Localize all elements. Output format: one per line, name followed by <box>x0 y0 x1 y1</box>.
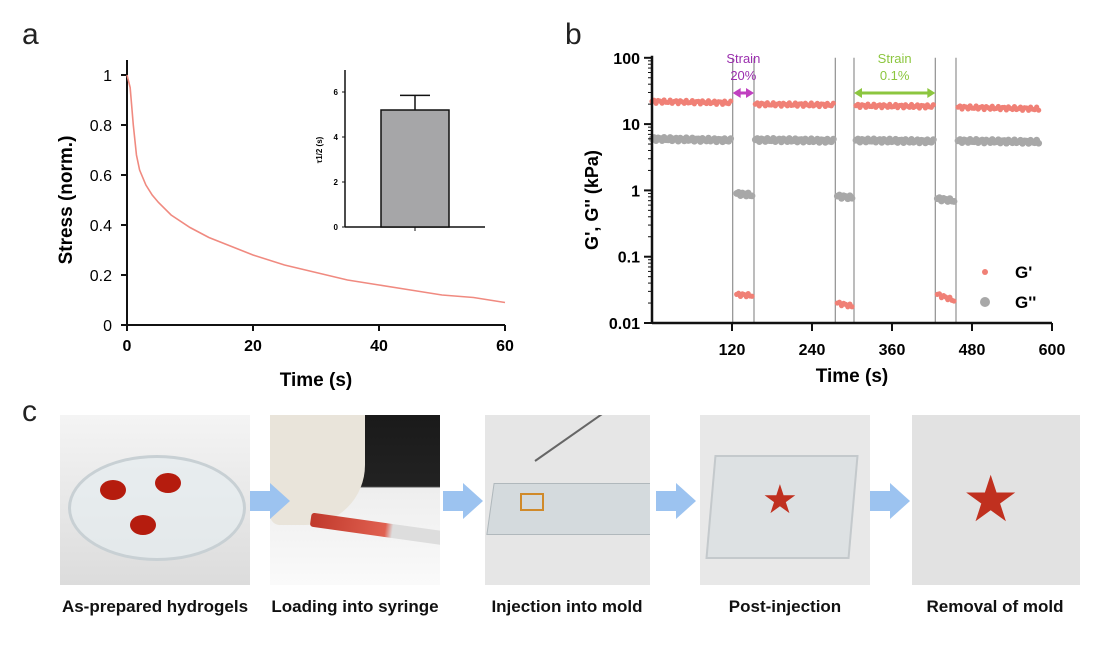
x-tick-label: 60 <box>496 338 514 355</box>
panel-label-c: c <box>22 395 37 428</box>
g-prime-point <box>849 304 855 310</box>
strain-annotation-label: Strain <box>726 51 760 66</box>
g-double-prime-point <box>950 198 958 205</box>
strain-annotation-value: 0.1% <box>880 68 910 83</box>
caption-step-4: Post-injection <box>728 597 842 616</box>
x-tick-label: 120 <box>719 342 746 359</box>
x-axis-title: Time (s) <box>816 366 889 387</box>
y-tick-label: 0.2 <box>90 268 112 285</box>
caption-step-2: Loading into syringe <box>271 597 439 616</box>
caption-step-3: Injection into mold <box>491 597 643 616</box>
g-double-prime-point <box>748 192 756 200</box>
y-tick-label: 0.1 <box>618 250 640 267</box>
y-tick-label: 1 <box>631 183 640 200</box>
g-double-prime-point <box>848 194 856 202</box>
y-tick-label: 0.8 <box>90 118 112 135</box>
g-prime-point <box>749 293 755 299</box>
strain-annotation-value: 20% <box>730 68 756 83</box>
y-axis-title: G', G'' (kPa) <box>582 150 602 250</box>
photo-post-injection: ★ <box>700 415 870 585</box>
g-prime-point <box>951 298 957 304</box>
panel-label-b: b <box>565 18 582 51</box>
x-tick-label: 20 <box>244 338 262 355</box>
g-double-prime-point <box>929 136 937 144</box>
x-tick-label: 360 <box>879 342 906 359</box>
x-tick-label: 240 <box>799 342 826 359</box>
photo-loading-into-syringe <box>270 415 440 585</box>
modulus-chart: 0.01 0.1 1 10 100 120 240 360 480 600 Time (s) G', … <box>582 51 1066 387</box>
x-tick-label: 40 <box>370 338 388 355</box>
legend-label-g-prime: G' <box>1015 263 1032 282</box>
y-tick-label: 1 <box>103 68 112 85</box>
g-prime-point <box>930 102 936 108</box>
y-axis-title: Stress (norm.) <box>56 136 77 265</box>
x-tick-label: 0 <box>123 338 132 355</box>
arrowhead-left-icon <box>854 88 862 98</box>
panel-label-a: a <box>22 18 39 51</box>
stress-curve <box>126 74 506 304</box>
y-tick-label: 0.01 <box>609 316 640 333</box>
inset-y-tick-label: 2 <box>334 178 339 187</box>
arrowhead-right-icon <box>746 88 754 98</box>
strain-annotation-label: Strain <box>878 51 912 66</box>
x-tick-label: 600 <box>1039 342 1066 359</box>
arrowhead-right-icon <box>927 88 936 98</box>
y-tick-label: 100 <box>613 51 640 68</box>
g-prime-point <box>830 100 836 106</box>
y-tick-label: 0 <box>103 318 112 335</box>
photo-removal-of-mold: ★ <box>912 415 1080 585</box>
legend-marker-g-double-prime <box>980 297 990 307</box>
legend-label-g-double-prime: G'' <box>1015 293 1036 312</box>
g-prime-point <box>1036 107 1042 113</box>
inset-y-axis-title: τ1/2 (s) <box>315 136 324 163</box>
legend-marker-g-prime <box>982 269 988 275</box>
inset-y-tick-label: 0 <box>334 223 339 232</box>
arrowhead-left-icon <box>732 88 741 98</box>
caption-step-1: As-prepared hydrogels <box>61 597 249 616</box>
x-axis-title: Time (s) <box>280 370 353 391</box>
photo-injection-into-mold <box>485 415 650 585</box>
y-tick-label: 0.4 <box>90 218 112 235</box>
y-tick-label: 10 <box>622 117 640 134</box>
caption-step-5: Removal of mold <box>926 597 1064 616</box>
x-tick-label: 480 <box>959 342 986 359</box>
inset-y-tick-label: 6 <box>334 88 339 97</box>
photo-as-prepared-hydrogels <box>60 415 250 585</box>
y-tick-label: 0.6 <box>90 168 112 185</box>
g-double-prime-point <box>829 135 837 143</box>
inset-y-tick-label: 4 <box>334 133 339 142</box>
inset-bar <box>380 109 450 228</box>
g-prime-point <box>728 98 734 104</box>
g-double-prime-point <box>727 135 735 143</box>
g-double-prime-point <box>1035 139 1043 147</box>
